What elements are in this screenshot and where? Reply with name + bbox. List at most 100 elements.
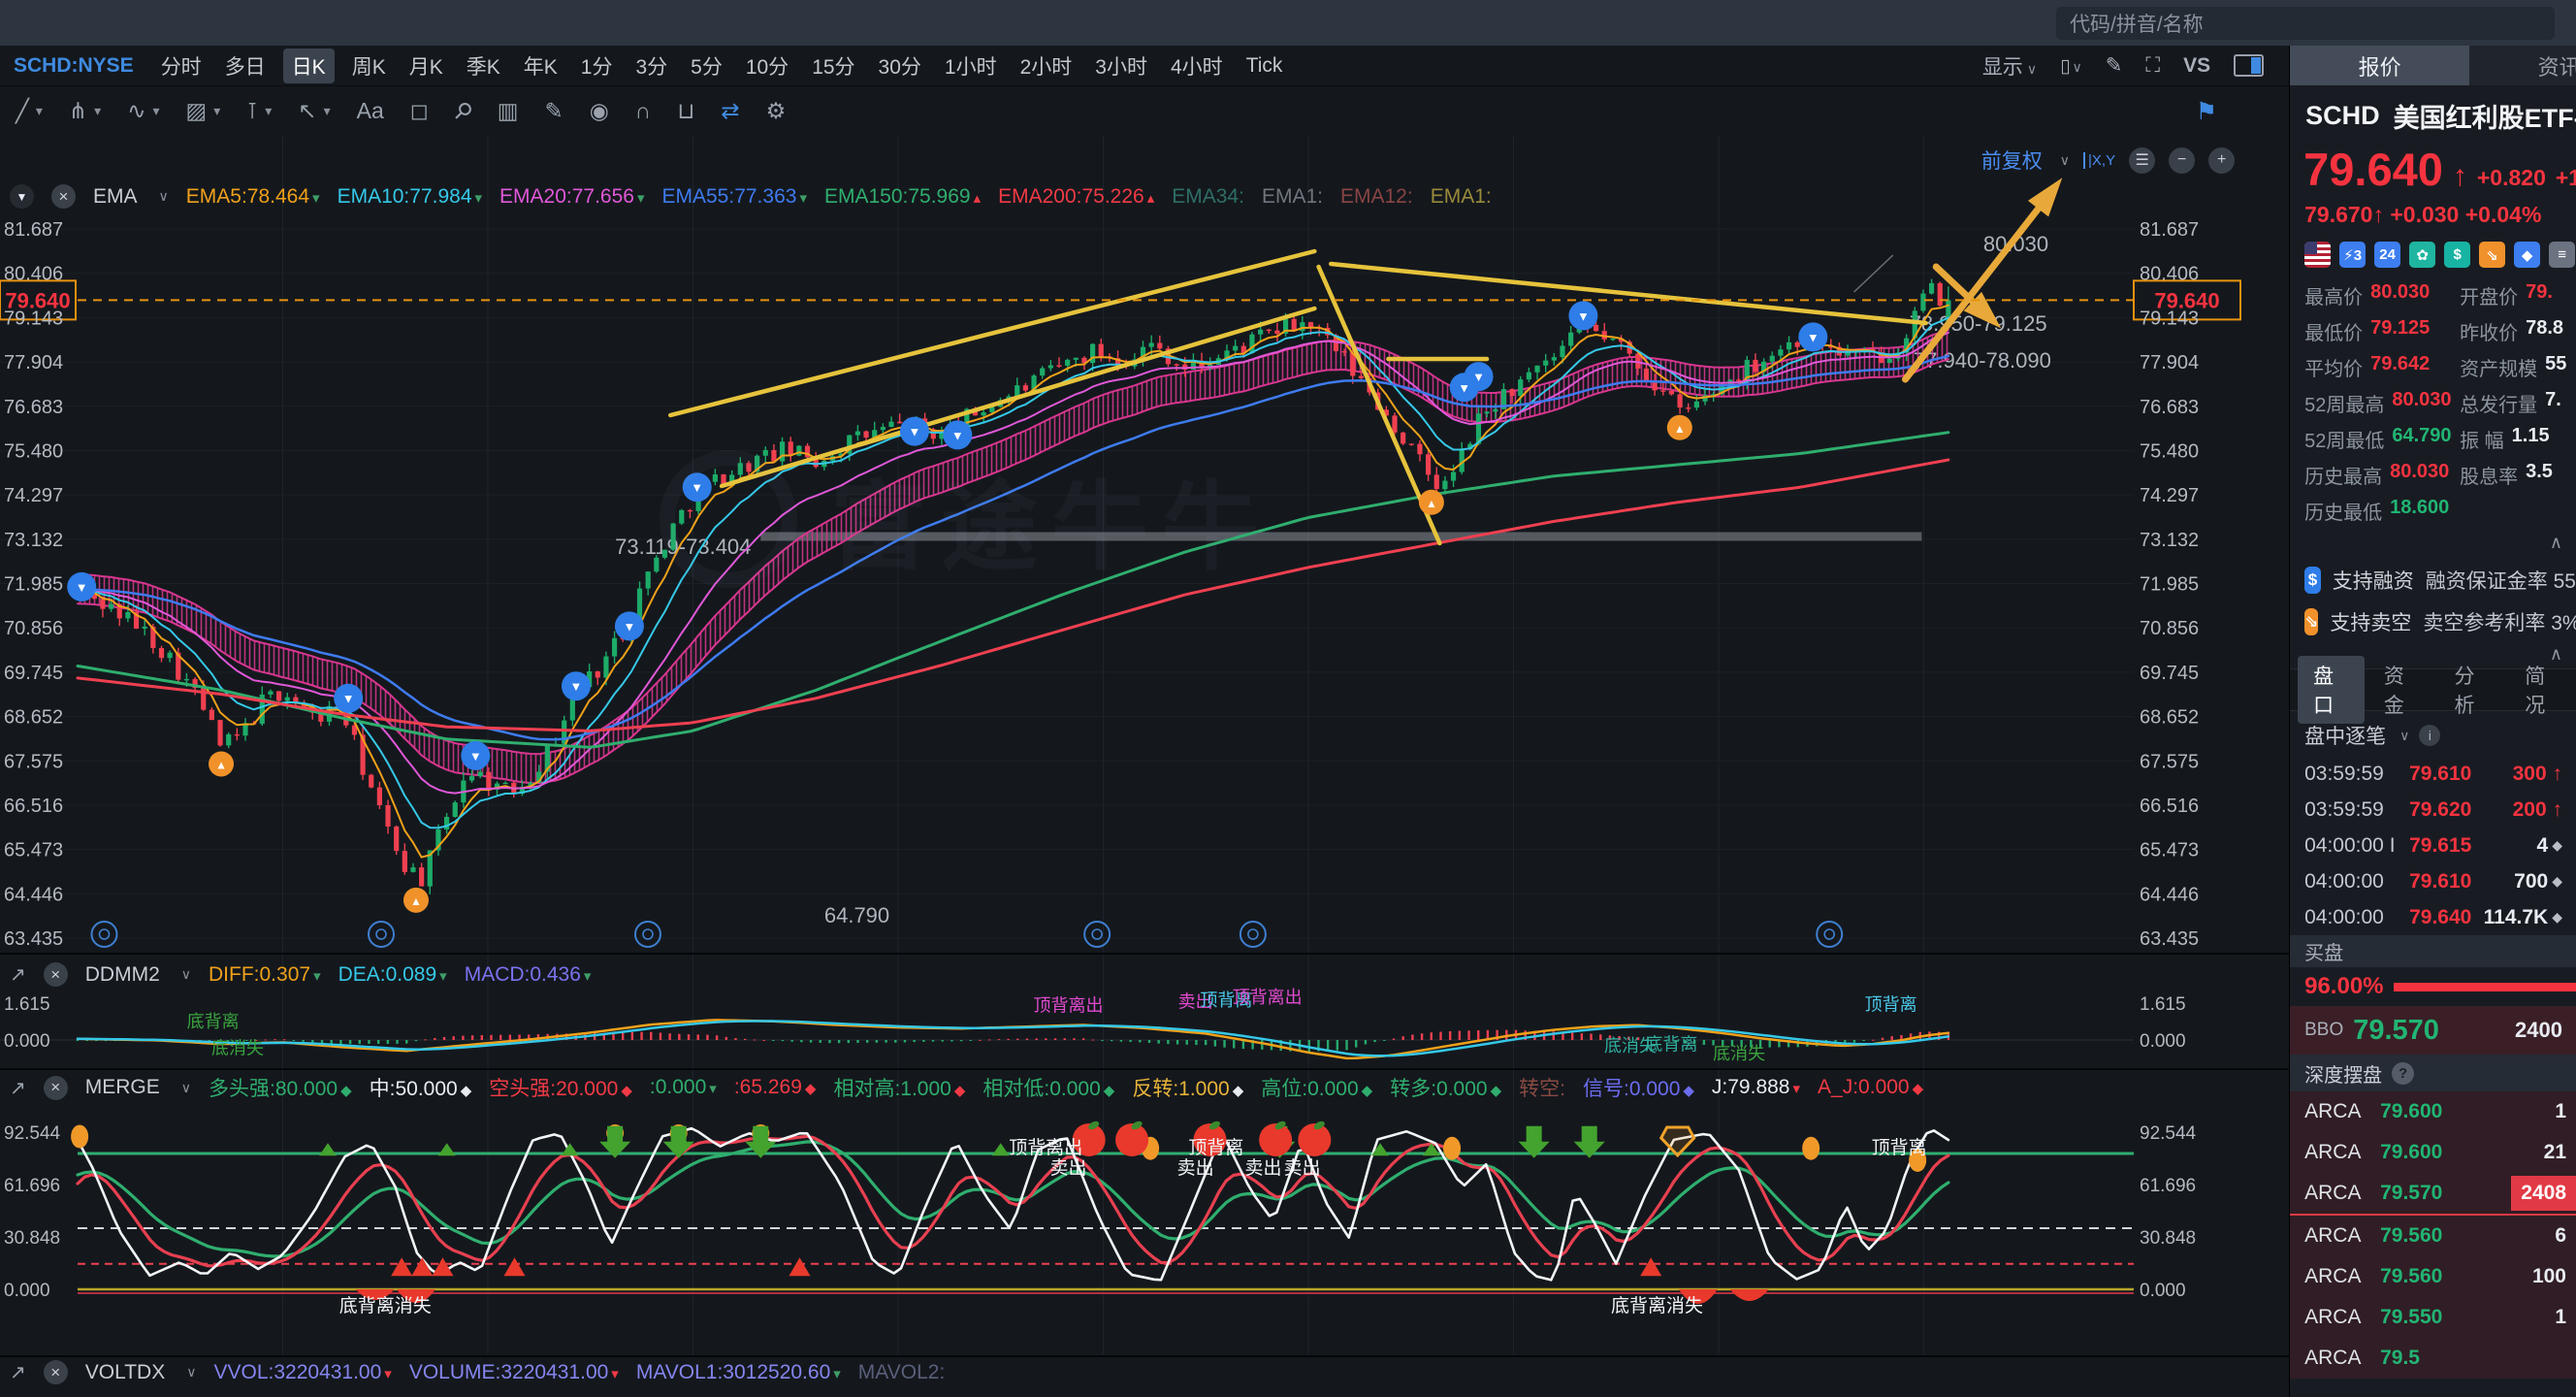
timeframe-2小时[interactable]: 2小时 [1019, 55, 1073, 79]
legend-item[interactable]: EMA1: [1261, 184, 1323, 208]
help-icon[interactable]: ? [2392, 1061, 2415, 1085]
chevron-down-icon[interactable]: ∨ [2399, 727, 2410, 743]
legend-item[interactable]: VVOL:3220431.00 ▾ [213, 1360, 392, 1383]
brush-tool[interactable]: ✎ [544, 98, 564, 123]
comment-tool[interactable]: ◻ [409, 98, 429, 123]
timeframe-月K[interactable]: 月K [408, 55, 443, 79]
legend-item[interactable]: 高位:0.000 ◆ [1261, 1078, 1373, 1100]
zoom-in-icon[interactable]: + [2208, 146, 2236, 174]
symbol-label[interactable]: SCHD:NYSE [14, 53, 134, 77]
timeframe-周K[interactable]: 周K [351, 55, 386, 79]
legend-item[interactable]: EMA34: [1172, 184, 1244, 208]
legend-item[interactable]: :65.269 ◆ [733, 1076, 817, 1098]
axis-settings-icon[interactable]: |X,Y [2083, 151, 2115, 169]
trendline-tool[interactable]: ╱ ▾ [16, 98, 43, 123]
indicator-name[interactable]: EMA [93, 184, 138, 208]
legend-item[interactable]: MACD:0.436 ▾ [464, 962, 592, 986]
legend-item[interactable]: EMA12: [1339, 184, 1413, 208]
legend-item[interactable]: EMA5:78.464 ▾ [185, 184, 320, 208]
expand-icon[interactable]: ↗ [10, 964, 26, 986]
panel-toggle-icon[interactable] [2234, 54, 2265, 77]
collapse-icon[interactable]: ▼ [10, 184, 34, 209]
panel-subtab-简况[interactable]: 简况 [2525, 666, 2546, 717]
expand-icon[interactable]: ↗ [10, 1077, 26, 1099]
indicator-name[interactable]: VOLTDX [84, 1360, 166, 1383]
link-tool[interactable]: ⇄ [721, 98, 740, 123]
legend-item[interactable]: EMA1: [1430, 184, 1492, 208]
legend-item[interactable]: EMA200:75.226 ▴ [998, 184, 1155, 208]
timeframe-3分[interactable]: 3分 [635, 55, 668, 79]
wave-tool[interactable]: ∿ ▾ [127, 98, 160, 123]
timeframe-15分[interactable]: 15分 [812, 55, 855, 79]
measure-tool[interactable]: ⊺ ▾ [246, 98, 273, 123]
legend-item[interactable]: 中:50.000 ◆ [369, 1078, 472, 1100]
legend-item[interactable]: MAVOL2: [857, 1360, 946, 1383]
timeframe-1小时[interactable]: 1小时 [944, 55, 997, 79]
legend-item[interactable]: EMA10:77.984 ▾ [337, 184, 483, 208]
timeframe-日K[interactable]: 日K [282, 48, 335, 83]
cursor-tool[interactable]: ↖ ▾ [298, 98, 331, 123]
depth-list[interactable]: ARCA 79.600 1 ARCA 79.600 21 ARCA 79.570 2408 ARC… [2290, 1091, 2576, 1379]
legend-item[interactable]: 反转:1.000 ◆ [1132, 1078, 1244, 1100]
zoom-tool[interactable]: ⚲ [448, 95, 478, 126]
pin-icon[interactable]: ⚑ [2195, 97, 2218, 125]
adjust-mode-menu[interactable]: 前复权 [1980, 150, 2043, 173]
chart-canvas[interactable]: 80.03078.950-79.12577.940-78.09073.119-7… [0, 136, 2290, 1397]
timeframe-4小时[interactable]: 4小时 [1170, 55, 1223, 79]
trash-tool[interactable]: ⊔ [677, 98, 695, 123]
timeframe-1分[interactable]: 1分 [580, 55, 613, 79]
timeframe-10分[interactable]: 10分 [745, 55, 789, 79]
chart-menu-icon[interactable]: ☰ [2129, 146, 2156, 174]
close-indicator-icon[interactable]: × [51, 184, 76, 209]
legend-item[interactable]: EMA55:77.363 ▾ [661, 184, 807, 208]
legend-item[interactable]: 转空: [1519, 1078, 1565, 1100]
timeframe-季K[interactable]: 季K [466, 55, 500, 79]
panel-subtab-分析[interactable]: 分析 [2454, 666, 2475, 717]
pattern-tool[interactable]: ▨ ▾ [185, 98, 221, 123]
chart-area[interactable]: 80.030 78.950-79.125 77.940-78.090 73.119-7… [0, 136, 2290, 1397]
timeframe-Tick[interactable]: Tick [1245, 53, 1283, 77]
legend-item[interactable]: 转多:0.000 ◆ [1390, 1078, 1502, 1100]
zoom-out-icon[interactable]: − [2169, 146, 2196, 174]
timeframe-分时[interactable]: 分时 [160, 55, 202, 79]
panel-subtab-盘口[interactable]: 盘口 [2298, 656, 2365, 724]
search-input[interactable]: 代码/拼音/名称 [2056, 6, 2555, 40]
tape-list[interactable]: 03:59:59 79.610 300 ↑ 03:59:59 79.620 200 ↑ 04… [2290, 754, 2576, 935]
chart-stats-tool[interactable]: ▥ [497, 98, 519, 123]
legend-item[interactable]: 信号:0.000 ◆ [1582, 1078, 1694, 1100]
close-indicator-icon[interactable]: × [43, 1360, 68, 1384]
display-menu[interactable]: 显示 ∨ [1981, 55, 2038, 79]
legend-item[interactable]: 相对高:1.000 ◆ [833, 1078, 966, 1100]
pen-icon[interactable]: ✎ [2105, 54, 2123, 77]
eye-tool[interactable]: ◉ [589, 98, 609, 123]
pitchfork-tool[interactable]: ⋔ ▾ [68, 98, 102, 123]
legend-item[interactable]: 多头强:80.000 ◆ [209, 1078, 352, 1100]
close-indicator-icon[interactable]: × [43, 962, 68, 987]
legend-item[interactable]: A_J:0.000 ◆ [1818, 1076, 1924, 1098]
timeframe-多日[interactable]: 多日 [224, 55, 266, 79]
legend-item[interactable]: VOLUME:3220431.00 ▾ [408, 1360, 619, 1383]
settings-tool[interactable]: ⚙ [765, 98, 787, 123]
text-tool[interactable]: Aa [356, 98, 384, 123]
info-icon[interactable]: i [2419, 725, 2441, 746]
candle-style-menu[interactable]: ▯ ∨ [2060, 54, 2082, 78]
legend-item[interactable]: 相对低:0.000 ◆ [982, 1078, 1115, 1100]
indicator-name[interactable]: MERGE [84, 1076, 160, 1098]
legend-item[interactable]: DEA:0.089 ▾ [338, 962, 447, 986]
timeframe-30分[interactable]: 30分 [878, 55, 921, 79]
timeframe-5分[interactable]: 5分 [691, 55, 723, 79]
panel-tab-资讯[interactable]: 资讯 [2537, 54, 2576, 80]
expand-icon[interactable]: ↗ [10, 1362, 26, 1383]
timeframe-3小时[interactable]: 3小时 [1095, 55, 1147, 79]
legend-item[interactable]: MAVOL1:3012520.60 ▾ [635, 1360, 841, 1383]
legend-item[interactable]: 空头强:20.000 ◆ [489, 1078, 632, 1100]
collapse-margin-icon[interactable]: ∧ [2549, 644, 2562, 664]
panel-subtab-资金[interactable]: 资金 [2383, 666, 2404, 717]
close-indicator-icon[interactable]: × [43, 1075, 68, 1100]
legend-item[interactable]: DIFF:0.307 ▾ [209, 962, 321, 986]
panel-tab-报价[interactable]: 报价 [2290, 46, 2470, 85]
legend-item[interactable]: :0.000 ▾ [649, 1076, 717, 1098]
legend-item[interactable]: EMA20:77.656 ▾ [499, 184, 645, 208]
fullscreen-icon[interactable]: ⛶ [2145, 53, 2161, 77]
timeframe-年K[interactable]: 年K [523, 55, 558, 79]
